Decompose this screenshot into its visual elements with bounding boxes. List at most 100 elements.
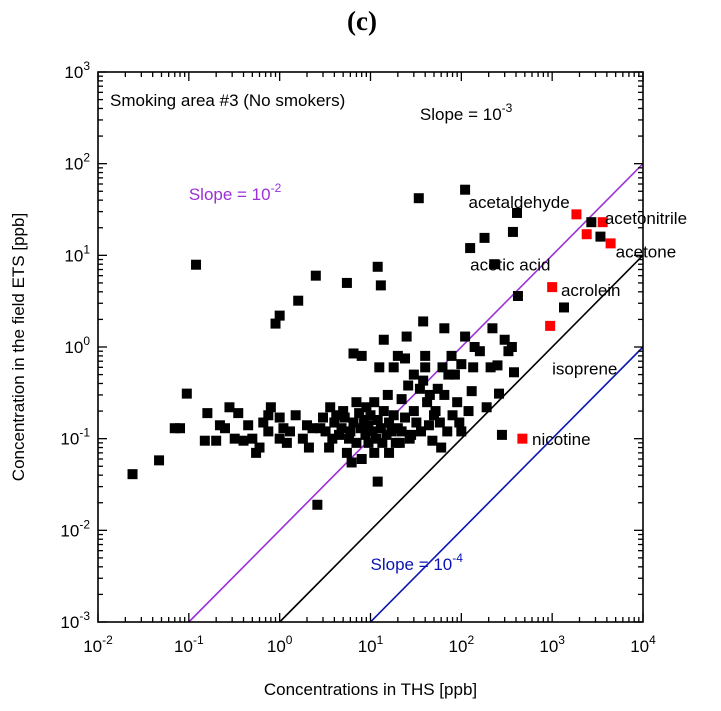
data-point — [394, 437, 405, 448]
data-point — [127, 469, 138, 480]
data-point — [511, 207, 522, 218]
data-point — [369, 447, 380, 458]
point-annotation: acetonitrile — [605, 209, 687, 228]
data-point — [229, 433, 240, 444]
chart-title: Smoking area #3 (No smokers) — [110, 91, 345, 110]
reference-line-label: Slope = 10-3 — [420, 101, 513, 124]
reference-line — [369, 346, 644, 623]
x-axis-label: Concentrations in THS [ppb] — [264, 680, 477, 699]
data-point — [372, 476, 383, 487]
data-point — [479, 232, 490, 243]
data-point — [324, 442, 335, 453]
data-point — [372, 261, 383, 272]
data-point — [285, 426, 296, 437]
data-point — [175, 423, 186, 434]
data-point — [238, 435, 249, 446]
data-point — [274, 433, 285, 444]
x-tick-label: 101 — [358, 633, 384, 656]
data-point — [508, 367, 519, 378]
data-point — [452, 397, 463, 408]
data-point — [274, 310, 285, 321]
data-point — [403, 380, 414, 391]
data-point — [469, 342, 480, 352]
data-point — [191, 259, 202, 270]
data-point — [595, 231, 606, 242]
data-point — [281, 437, 292, 448]
data-point — [312, 499, 323, 510]
point-annotation: isoprene — [552, 360, 617, 379]
data-point — [258, 417, 269, 428]
x-tick-label: 10-1 — [174, 633, 204, 656]
point-annotation: acetone — [616, 242, 677, 261]
data-point — [214, 420, 225, 431]
data-point — [375, 280, 386, 291]
data-point — [371, 433, 382, 444]
data-point — [310, 270, 321, 281]
data-point — [211, 435, 222, 446]
y-tick-label: 100 — [64, 334, 90, 357]
data-point — [559, 302, 570, 313]
data-point — [372, 414, 383, 425]
data-point — [416, 426, 427, 437]
data-point — [360, 429, 371, 440]
data-point — [263, 426, 274, 437]
data-point — [468, 362, 479, 373]
data-point — [297, 433, 308, 444]
data-point — [454, 417, 465, 428]
x-tick-label: 104 — [630, 633, 656, 656]
data-point — [439, 323, 450, 334]
data-point — [384, 447, 395, 458]
data-point — [374, 362, 385, 373]
data-point — [247, 433, 258, 444]
data-point — [274, 412, 285, 423]
data-point — [331, 410, 342, 421]
data-point — [605, 238, 616, 249]
data-point — [356, 454, 367, 465]
y-tick-labels: 10-3 10-2 10-1 100 101 102 103 — [60, 59, 90, 632]
data-point — [481, 402, 492, 413]
axis-ticks — [97, 71, 644, 623]
data-point — [202, 408, 213, 419]
data-point — [400, 353, 411, 364]
data-point — [442, 426, 453, 437]
data-point — [369, 397, 380, 408]
data-point — [494, 388, 505, 399]
data-point — [351, 397, 362, 408]
data-point — [463, 406, 474, 417]
y-tick-label: 103 — [64, 59, 90, 82]
point-annotation: acrolein — [561, 281, 621, 300]
point-annotations: acetaldehyde acetic acid acetonitrile aceto… — [469, 193, 688, 449]
y-tick-label: 102 — [64, 151, 90, 174]
data-point — [341, 277, 352, 288]
data-point — [354, 408, 365, 419]
data-point — [219, 423, 230, 434]
data-point — [278, 423, 289, 434]
data-point — [456, 359, 467, 370]
data-point — [365, 410, 376, 421]
point-annotation: acetic acid — [470, 256, 550, 275]
data-points — [127, 184, 616, 510]
data-point — [489, 259, 500, 270]
point-annotation: nicotine — [532, 430, 591, 449]
data-point — [325, 402, 336, 413]
data-point — [547, 282, 558, 293]
data-point — [430, 406, 441, 417]
x-tick-labels: 10-2 10-1 100 101 102 103 104 — [83, 633, 656, 656]
data-point — [418, 375, 429, 386]
data-point — [465, 243, 476, 254]
data-point — [302, 420, 313, 431]
data-point — [443, 369, 454, 380]
data-point — [432, 383, 443, 394]
data-point — [420, 362, 431, 373]
y-tick-label: 10-3 — [60, 609, 90, 632]
data-point — [447, 410, 458, 421]
data-point — [378, 406, 389, 417]
data-point — [408, 369, 419, 380]
panel-label: (c) — [347, 6, 377, 36]
y-tick-label: 101 — [64, 242, 90, 265]
data-point — [293, 295, 304, 306]
data-point — [329, 417, 340, 428]
data-point — [418, 316, 429, 327]
data-point — [487, 323, 498, 334]
